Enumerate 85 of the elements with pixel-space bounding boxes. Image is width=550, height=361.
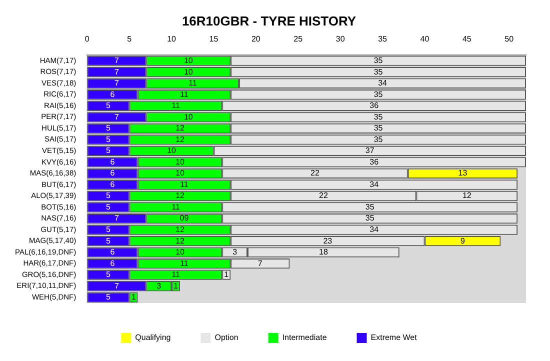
x-tick-label: 5	[127, 34, 132, 44]
data-label: 10	[176, 248, 185, 257]
x-tick-label: 35	[378, 34, 388, 44]
x-tick-label: 45	[462, 34, 472, 44]
data-label: 10	[184, 67, 194, 76]
data-label: 12	[176, 236, 185, 246]
data-label: 10	[176, 157, 185, 166]
data-label: 35	[365, 202, 375, 212]
x-tick-label: 10	[167, 34, 177, 44]
data-label: 1	[224, 270, 230, 280]
data-label: 5	[106, 146, 112, 156]
data-label: 3	[156, 281, 162, 290]
data-label: 5	[106, 134, 112, 144]
data-label: 36	[370, 157, 380, 166]
data-label: 5	[106, 101, 112, 110]
data-label: 7	[114, 67, 120, 76]
data-label: 10	[184, 56, 194, 66]
data-label: 6	[110, 248, 116, 257]
legend-label: Qualifying	[135, 333, 171, 342]
data-label: 6	[110, 258, 116, 268]
data-label: 6	[110, 90, 116, 99]
data-label: 6	[110, 168, 116, 178]
x-tick-label: 20	[251, 34, 261, 44]
data-label: 5	[106, 202, 112, 212]
data-label: 3	[232, 248, 238, 257]
data-label: 12	[462, 191, 472, 200]
data-label: 5	[106, 191, 112, 200]
data-label: 12	[176, 134, 185, 144]
data-label: 1	[174, 281, 179, 290]
data-label: 12	[176, 191, 185, 200]
data-label: 11	[188, 78, 198, 88]
x-tick-label: 30	[336, 34, 346, 44]
data-label: 18	[318, 248, 328, 257]
data-label: 09	[180, 214, 190, 223]
chart-title: 16R10GBR - TYRE HISTORY	[182, 13, 356, 28]
data-label: 7	[114, 214, 120, 223]
data-label: 35	[374, 56, 384, 66]
data-label: 1	[131, 292, 136, 302]
data-label: 10	[167, 146, 177, 156]
data-label: 5	[106, 124, 112, 133]
data-label: 10	[184, 112, 194, 122]
data-label: 11	[172, 270, 180, 280]
x-tick-label: 0	[84, 34, 90, 44]
data-label: 6	[110, 180, 116, 189]
data-label: 34	[378, 78, 388, 88]
data-label: 34	[370, 180, 380, 189]
data-label: 11	[180, 180, 189, 189]
data-label: 35	[374, 112, 384, 122]
data-label: 5	[106, 236, 112, 246]
data-label: 35	[374, 67, 384, 76]
data-label: 36	[370, 101, 380, 110]
data-label: 11	[172, 101, 180, 110]
legend-label: Option	[214, 333, 238, 342]
data-label: 22	[318, 191, 328, 200]
data-label: 22	[310, 168, 320, 178]
data-label: 11	[180, 90, 189, 99]
data-label: 7	[114, 78, 120, 88]
data-label: 23	[323, 236, 333, 246]
data-label: 5	[106, 292, 112, 302]
data-label: 13	[458, 168, 468, 178]
x-tick-label: 15	[209, 34, 219, 44]
x-tick-label: 40	[420, 34, 430, 44]
data-label: 12	[176, 124, 185, 133]
data-label: 7	[114, 281, 120, 290]
data-label: 35	[365, 214, 375, 223]
data-label: 37	[365, 146, 375, 156]
data-label: 12	[176, 224, 185, 234]
data-label: 11	[180, 258, 189, 268]
data-label: 7	[114, 112, 120, 122]
data-label: 7	[258, 258, 263, 268]
x-tick-label: 50	[504, 34, 514, 44]
data-label: 7	[114, 56, 120, 66]
legend-label: Extreme Wet	[370, 333, 418, 342]
x-tick-label: 25	[294, 34, 304, 44]
data-label: 9	[460, 236, 466, 246]
data-label: 35	[374, 134, 384, 144]
legend-label: Intermediate	[282, 333, 328, 342]
data-label: 11	[172, 202, 180, 212]
data-label: 6	[110, 157, 116, 166]
data-label: 5	[106, 224, 112, 234]
data-label: 5	[106, 270, 112, 280]
data-label: 10	[176, 168, 185, 178]
data-label: 35	[374, 90, 384, 99]
data-label: 34	[370, 224, 380, 234]
data-label: 35	[374, 124, 384, 133]
